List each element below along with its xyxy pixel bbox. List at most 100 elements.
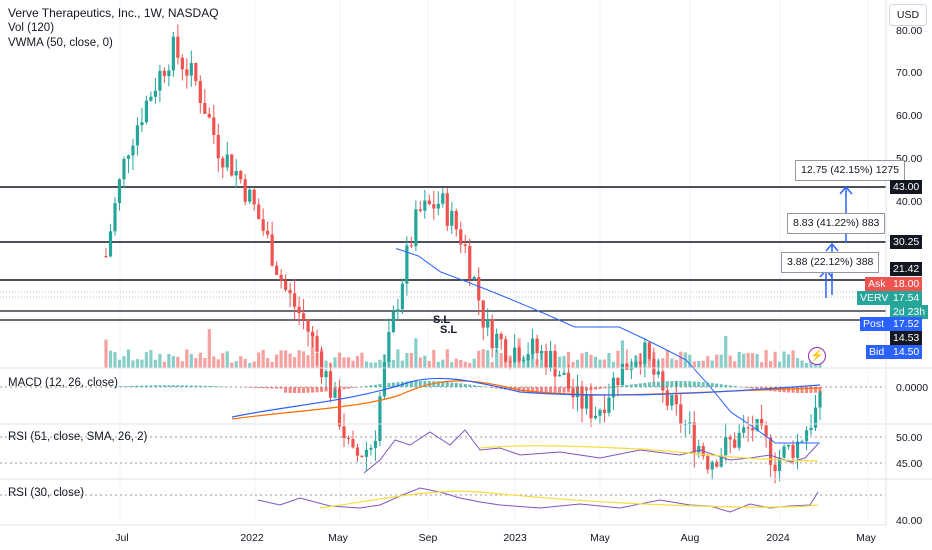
- candle-body: [589, 394, 593, 419]
- candle-body: [688, 422, 692, 425]
- macd-hist: [364, 386, 368, 387]
- flash-icon[interactable]: ⚡: [808, 347, 826, 365]
- macd-hist: [805, 387, 809, 393]
- bid-label: Bid: [866, 345, 894, 359]
- volume-bar: [189, 354, 193, 368]
- volume-bar: [373, 362, 378, 368]
- volume-bar: [203, 357, 207, 368]
- pane-separators: [0, 367, 932, 480]
- macd-pane[interactable]: 0.0000: [0, 377, 928, 420]
- macd-hist: [158, 385, 162, 387]
- level-tag-30[interactable]: 30.25: [890, 235, 923, 249]
- candle-body: [719, 455, 723, 467]
- candle-body: [620, 363, 625, 386]
- macd-hist: [593, 387, 597, 390]
- macd-hist: [670, 381, 674, 387]
- candle-body: [782, 446, 786, 458]
- stop-loss-marker-2[interactable]: S.L: [440, 324, 458, 336]
- price-tick: 70.00: [896, 67, 922, 79]
- volume-bar: [463, 361, 467, 368]
- stop-loss-marker-1[interactable]: S.L: [433, 314, 451, 326]
- rsi2-label[interactable]: RSI (30, close): [8, 487, 85, 499]
- macd-hist: [167, 385, 171, 387]
- macd-hist: [140, 385, 144, 387]
- candle-body: [248, 189, 252, 202]
- macd-hist: [153, 385, 157, 387]
- measure-label-3[interactable]: 3.88 (22.12%) 388: [781, 252, 880, 273]
- price-axis[interactable]: 80.00 70.00 60.00 50.00 40.00: [885, 0, 922, 525]
- candle-body: [638, 361, 642, 364]
- macd-hist: [697, 381, 701, 387]
- volume-bar: [248, 362, 252, 368]
- ask-price[interactable]: 18.00: [890, 277, 923, 291]
- time-axis[interactable]: Jul 2022 May Sep 2023 May Aug 2024 May: [0, 524, 886, 544]
- macd-hist: [373, 384, 377, 387]
- candle-body: [108, 231, 113, 257]
- post-price[interactable]: 17.52: [890, 317, 923, 331]
- volume-bar: [661, 358, 665, 368]
- level-tag-43[interactable]: 43.00: [890, 180, 923, 194]
- macd-hist: [171, 385, 175, 387]
- volume-bar: [571, 361, 575, 368]
- measure-label-1[interactable]: 12.75 (42.15%) 1275: [795, 160, 906, 181]
- candle-body: [777, 457, 782, 472]
- candle-body: [423, 200, 427, 211]
- volume-bar: [769, 361, 773, 368]
- level-tag-21[interactable]: 21.42: [890, 262, 923, 276]
- candle-body: [319, 351, 324, 378]
- rsi2-pane[interactable]: 40.00: [0, 487, 922, 527]
- volume-bar: [153, 359, 157, 368]
- macd-hist: [540, 387, 544, 393]
- volume-bar: [531, 352, 535, 368]
- candles[interactable]: [104, 24, 822, 484]
- volume-bar: [450, 362, 454, 368]
- bid-price[interactable]: 14.50: [890, 345, 923, 359]
- last-price[interactable]: 17.54: [890, 291, 923, 305]
- candle-body: [171, 36, 175, 71]
- vwma-indicator-label[interactable]: VWMA (50, close, 0): [8, 37, 113, 49]
- volume-bar: [261, 349, 265, 368]
- candle-body: [508, 361, 512, 363]
- macd-hist: [297, 387, 301, 393]
- volume-bar: [284, 350, 288, 368]
- ask-label: Ask: [865, 277, 894, 291]
- vol-indicator-label[interactable]: Vol (120): [8, 22, 55, 34]
- rsi1-label[interactable]: RSI (51, close, SMA, 26, 2): [8, 431, 148, 443]
- candle-body: [625, 363, 629, 370]
- candle-body: [144, 100, 149, 123]
- candle-body: [346, 438, 351, 440]
- volume-bar: [140, 359, 144, 368]
- candle-body: [153, 90, 157, 97]
- candle-body: [697, 446, 701, 453]
- candle-body: [131, 145, 135, 156]
- macd-hist: [558, 387, 562, 393]
- level-tag-14[interactable]: 14.53: [890, 331, 923, 345]
- candle-body: [185, 69, 189, 76]
- currency-button[interactable]: USD: [889, 4, 927, 26]
- time-label: May: [856, 532, 877, 544]
- measure-label-2[interactable]: 8.83 (41.22%) 883: [787, 213, 886, 234]
- horizontal-levels[interactable]: [0, 186, 886, 321]
- candle-body: [230, 154, 234, 176]
- macd-hist: [333, 387, 337, 391]
- volume-bar: [337, 352, 342, 368]
- time-label: Sep: [419, 532, 438, 544]
- macd-hist: [382, 383, 386, 387]
- volume-bar: [126, 349, 131, 368]
- macd-hist: [180, 385, 184, 387]
- candle-body: [194, 62, 198, 82]
- macd-hist: [620, 385, 624, 387]
- macd-hist: [342, 387, 346, 390]
- macd-hist: [320, 387, 324, 392]
- rsi1-pane[interactable]: 50.00 45.00: [0, 429, 922, 474]
- candle-body: [122, 158, 126, 180]
- candle-body: [670, 395, 674, 406]
- candle-body: [409, 245, 413, 247]
- macd-hist: [567, 387, 571, 393]
- macd-label[interactable]: MACD (12, 26, close): [8, 377, 118, 389]
- candle-body: [436, 203, 440, 209]
- candle-body: [477, 277, 481, 301]
- macd-hist: [688, 381, 692, 387]
- volume-bar: [665, 350, 669, 368]
